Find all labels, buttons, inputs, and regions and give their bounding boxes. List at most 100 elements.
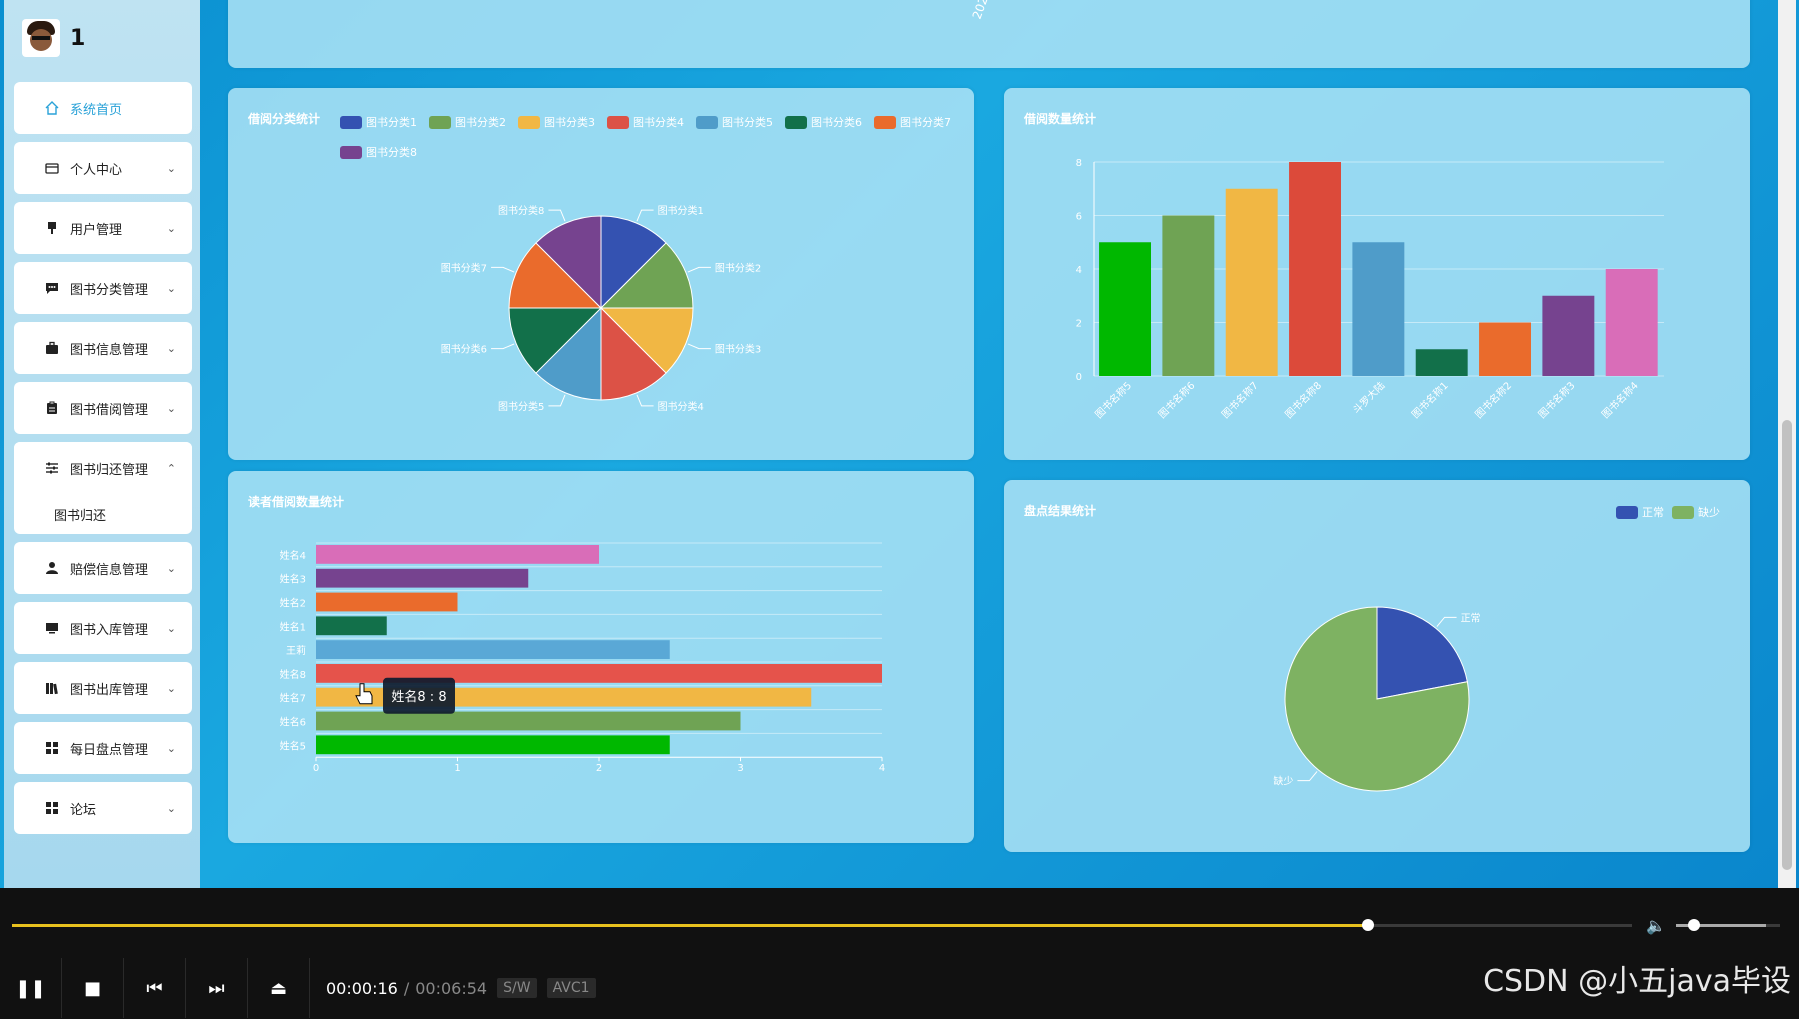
sidebar-item-daily-inventory[interactable]: 每日盘点管理 ⌄ <box>14 722 192 774</box>
hand-cursor-icon <box>355 683 373 705</box>
inventory-result-chart-panel: 盘点结果统计 正常 缺少 正常 缺少 <box>1004 480 1750 852</box>
username: 1 <box>70 25 86 51</box>
previous-button[interactable]: ⏮ <box>124 958 186 1018</box>
bar[interactable] <box>1162 215 1215 377</box>
borrow-category-pie-chart: 图书分类1 图书分类2 图书分类3 图书分类4 图书分类5 图书分类6 图书分类7 图书分类8 <box>441 204 762 413</box>
legend-item[interactable]: 缺少 <box>1672 504 1720 520</box>
sidebar-item-home[interactable]: 系统首页 <box>14 82 192 134</box>
volume-slider[interactable] <box>1676 919 1780 931</box>
sidebar-item-book-return-management[interactable]: 图书归还管理 ⌃ <box>14 442 192 494</box>
seek-handle[interactable] <box>1361 919 1374 931</box>
bar[interactable] <box>1542 295 1595 376</box>
skip-forward-icon: ⏭ <box>208 977 225 999</box>
legend-item[interactable]: 图书分类5 <box>696 114 773 130</box>
x-tick-label: 图书名称4 <box>1599 379 1641 421</box>
chart-tooltip: 姓名8 : 8 <box>383 677 455 714</box>
chart-title: 借阅分类统计 <box>248 112 321 126</box>
x-tick-label: 图书名称8 <box>1282 379 1324 421</box>
sidebar-item-label: 图书归还管理 <box>70 462 149 478</box>
next-button[interactable]: ⏭ <box>186 958 248 1018</box>
chevron-down-icon: ⌄ <box>166 221 176 235</box>
sidebar-item-book-category[interactable]: 图书分类管理 ⌄ <box>14 262 192 314</box>
eject-icon: ⏏ <box>269 977 287 999</box>
legend-item[interactable]: 图书分类1 <box>340 114 417 130</box>
bar[interactable] <box>1352 242 1405 376</box>
legend-item[interactable]: 图书分类7 <box>874 114 951 130</box>
sidebar-item-label: 论坛 <box>70 802 97 818</box>
bar[interactable] <box>316 640 670 659</box>
chart-title: 盘点结果统计 <box>1024 504 1097 518</box>
sidebar-item-forum[interactable]: 论坛 ⌄ <box>14 782 192 834</box>
legend-swatch <box>696 115 718 129</box>
pause-button[interactable]: ❚❚ <box>0 958 62 1018</box>
sidebar-item-book-borrow[interactable]: 图书借阅管理 ⌄ <box>14 382 192 434</box>
grid-icon <box>44 800 60 816</box>
bar[interactable] <box>316 735 670 755</box>
volume-icon[interactable]: 🔈 <box>1646 916 1666 935</box>
pie-slice[interactable] <box>535 215 602 310</box>
bar[interactable] <box>1225 188 1278 376</box>
pie-slice[interactable] <box>599 242 694 309</box>
seek-bar[interactable] <box>12 919 1632 931</box>
legend-label: 缺少 <box>1698 506 1720 519</box>
eject-button[interactable]: ⏏ <box>248 958 310 1018</box>
sidebar-subitem-book-return[interactable]: 图书归还 <box>54 508 107 524</box>
pie-slice-label: 图书分类7 <box>441 261 487 274</box>
bar[interactable] <box>1289 162 1341 376</box>
pie-label-line <box>548 209 566 222</box>
time-separator: / <box>403 978 410 998</box>
stop-button[interactable]: ■ <box>62 958 124 1018</box>
bar[interactable] <box>316 592 458 612</box>
pie-slice[interactable] <box>508 307 603 374</box>
pie-slice[interactable] <box>599 307 694 374</box>
legend-item[interactable]: 图书分类4 <box>607 114 684 130</box>
legend-item[interactable]: 图书分类8 <box>340 144 417 160</box>
y-tick-label: 姓名5 <box>280 739 306 752</box>
pie-slice[interactable] <box>535 306 602 401</box>
pie-slice[interactable] <box>1376 606 1468 700</box>
y-tick-label: 6 <box>1076 212 1082 223</box>
legend-label: 图书分类8 <box>366 146 417 159</box>
pie-slice-label: 图书分类5 <box>498 400 544 413</box>
bar[interactable] <box>316 711 741 731</box>
x-tick-label: 图书名称1 <box>1409 379 1451 421</box>
bar[interactable] <box>1415 349 1468 376</box>
decoder-badge[interactable]: S/W <box>497 978 537 998</box>
avatar[interactable] <box>22 19 60 57</box>
monitor-icon <box>44 620 60 636</box>
sidebar-menu: 系统首页 个人中心 ⌄ 用户管理 ⌄ 图书分类管理 <box>14 82 192 842</box>
sidebar-item-stock-out[interactable]: 图书出库管理 ⌄ <box>14 662 192 714</box>
sidebar-item-compensation[interactable]: 赔偿信息管理 ⌄ <box>14 542 192 594</box>
pie-slice[interactable] <box>600 215 667 310</box>
legend-item[interactable]: 正常 <box>1616 504 1664 520</box>
page-scrollbar[interactable] <box>1778 0 1796 888</box>
bar[interactable] <box>316 616 387 636</box>
bar[interactable] <box>1479 322 1531 377</box>
app-window: 1 系统首页 个人中心 ⌄ 用户管理 ⌄ <box>0 0 1799 888</box>
bar[interactable] <box>316 568 529 588</box>
sidebar-item-personal-center[interactable]: 个人中心 ⌄ <box>14 142 192 194</box>
legend-swatch <box>1616 505 1638 519</box>
pie-slice[interactable] <box>508 242 603 309</box>
bar[interactable] <box>316 545 599 564</box>
bar[interactable] <box>1099 242 1151 376</box>
x-tick-label: 图书名称6 <box>1155 379 1197 421</box>
pie-slice[interactable] <box>600 306 667 401</box>
pie-slice[interactable] <box>1284 606 1470 792</box>
legend-swatch <box>1672 505 1694 519</box>
y-tick-label: 2 <box>1076 319 1082 330</box>
legend-item[interactable]: 图书分类6 <box>785 114 862 130</box>
scrollbar-thumb[interactable] <box>1782 420 1792 870</box>
sidebar-item-stock-in[interactable]: 图书入库管理 ⌄ <box>14 602 192 654</box>
sidebar-item-book-info[interactable]: 图书信息管理 ⌄ <box>14 322 192 374</box>
wallet-icon <box>44 160 60 176</box>
legend-item[interactable]: 图书分类2 <box>429 114 506 130</box>
bar[interactable] <box>316 664 882 683</box>
legend-item[interactable]: 图书分类3 <box>518 114 595 130</box>
legend-label: 图书分类1 <box>366 116 417 129</box>
bar[interactable] <box>1605 269 1658 376</box>
chevron-down-icon: ⌄ <box>166 561 176 575</box>
volume-handle[interactable] <box>1687 919 1700 931</box>
sidebar-item-label: 每日盘点管理 <box>70 742 149 758</box>
sidebar-item-user-management[interactable]: 用户管理 ⌄ <box>14 202 192 254</box>
